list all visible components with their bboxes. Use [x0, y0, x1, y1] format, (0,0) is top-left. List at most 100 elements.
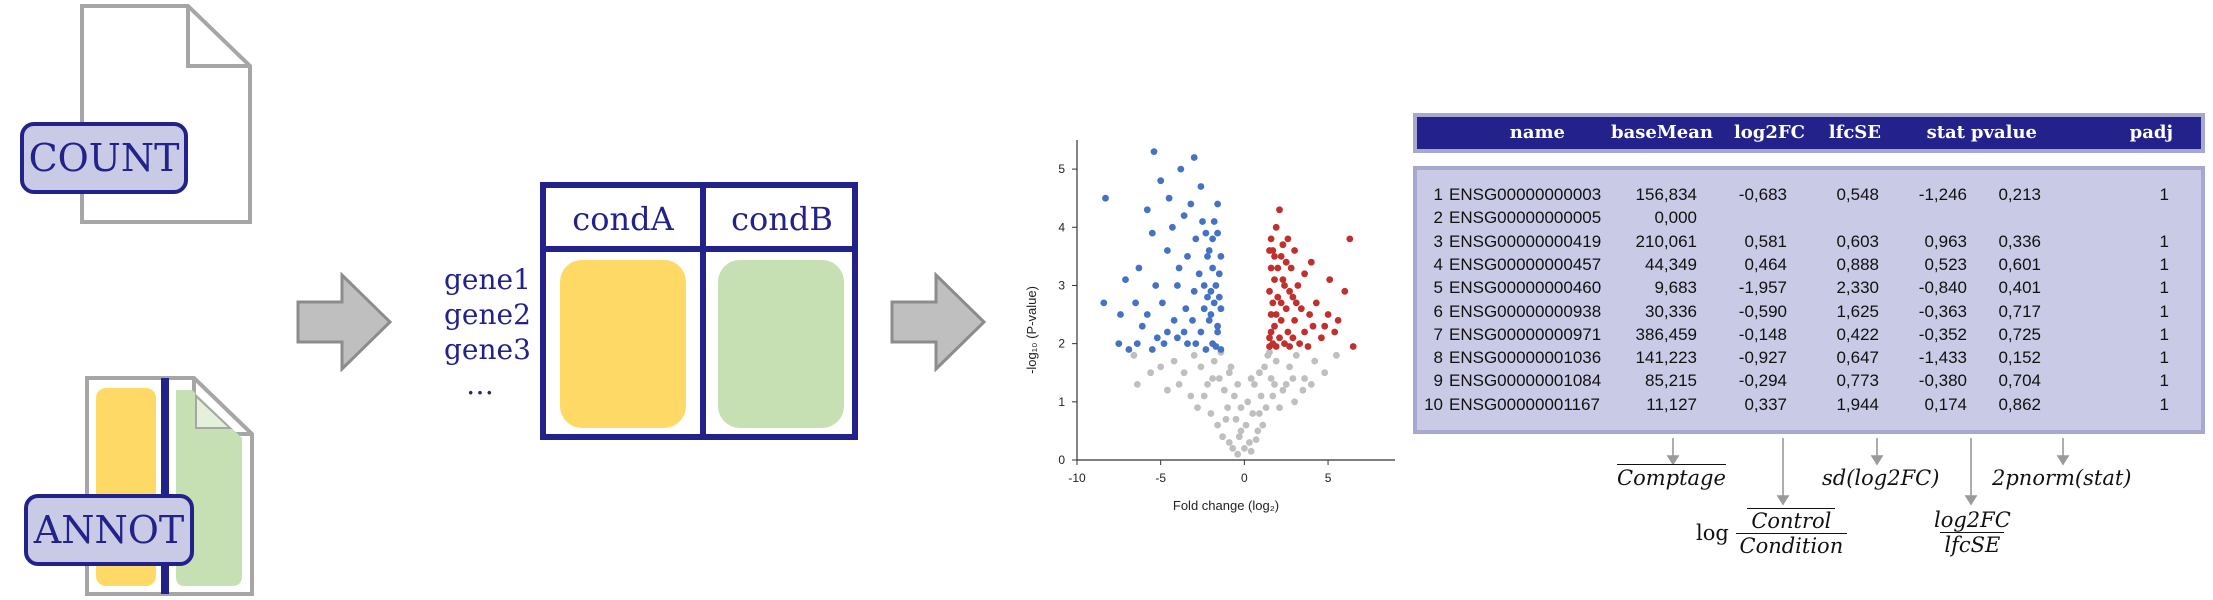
- gene-id-cell: ENSG00000001084: [1449, 371, 1602, 391]
- row-index: 5: [1433, 278, 1443, 298]
- data-point: [1289, 375, 1297, 382]
- data-point: [1229, 445, 1237, 452]
- condition-b-header: condB: [731, 200, 833, 238]
- pvalue-cell: 0,213: [1998, 185, 2041, 204]
- gene-id-cell: ENSG00000000419: [1449, 231, 1602, 251]
- data-point: [1117, 311, 1124, 318]
- gene-list: gene1 gene2 gene3 …: [444, 262, 531, 402]
- data-point: [1133, 381, 1141, 388]
- data-point: [1209, 235, 1216, 243]
- table-row: 3 ENSG00000000419 210,061 0,581 0,603 0,963 0,…: [1417, 230, 2201, 253]
- annot-label: ANNOT: [24, 494, 194, 566]
- log2fc-denominator-text: Condition: [1739, 534, 1844, 558]
- data-point: [1297, 305, 1305, 313]
- data-point: [1266, 349, 1273, 356]
- column-header-basemean: baseMean: [1611, 122, 1713, 143]
- table-row: 1 ENSG00000000003 156,834 -0,683 0,548 -1,246…: [1417, 183, 2201, 206]
- data-point: [1207, 287, 1215, 295]
- data-point: [1301, 270, 1308, 278]
- data-point: [1100, 299, 1108, 307]
- data-point: [1170, 357, 1178, 365]
- data-point: [1254, 427, 1262, 435]
- data-point: [1160, 340, 1168, 347]
- data-point: [1266, 247, 1273, 254]
- data-point: [1277, 253, 1285, 260]
- table-row: 7 ENSG00000000971 386,459 -0,148 0,422 -0,352…: [1417, 323, 2201, 346]
- row-index: 8: [1433, 348, 1443, 368]
- data-point: [1152, 282, 1160, 289]
- data-point: [1102, 194, 1109, 202]
- data-point: [1262, 404, 1270, 411]
- data-point: [1187, 200, 1195, 208]
- data-point: [1282, 305, 1290, 313]
- padj-cell: 1: [2159, 371, 2169, 391]
- gene-id-cell: ENSG00000000460: [1449, 278, 1602, 298]
- data-point: [1232, 415, 1240, 423]
- data-point: [1169, 223, 1176, 231]
- data-point: [1286, 363, 1293, 371]
- y-tick-label: 0: [1058, 453, 1065, 467]
- log2fc-cell: -0,294: [1738, 371, 1787, 391]
- arrow-right-icon: [296, 272, 393, 372]
- data-point: [1281, 340, 1288, 347]
- column-header-pvalue: pvalue: [1970, 122, 2037, 143]
- count-matrix: condA condB: [540, 182, 858, 440]
- lfcse-cell: 0,422: [1836, 324, 1879, 344]
- data-point: [1282, 381, 1290, 388]
- data-point: [1202, 346, 1210, 353]
- gene-id-cell: ENSG00000001167: [1449, 394, 1600, 414]
- data-point: [1272, 311, 1280, 318]
- data-point: [1324, 311, 1332, 318]
- data-point: [1291, 247, 1298, 254]
- stat-fraction: log2FC lfcSE: [1930, 508, 2015, 557]
- data-point: [1204, 293, 1211, 301]
- data-point: [1289, 334, 1297, 342]
- basemean-formula-text: Comptage: [1617, 464, 1726, 490]
- data-point: [1284, 328, 1292, 336]
- log2fc-cell: [1707, 206, 1787, 229]
- data-point: [1180, 328, 1188, 336]
- column-header-lfcse: lfcSE: [1828, 122, 1881, 143]
- stat-cell: 0,174: [1924, 394, 1967, 414]
- data-point: [1207, 311, 1215, 318]
- data-point: [1234, 450, 1242, 458]
- data-point: [1304, 343, 1312, 350]
- data-point: [1214, 322, 1221, 330]
- lfcse-cell: 2,330: [1836, 278, 1879, 298]
- gene-label: gene1: [444, 263, 531, 296]
- gene-id-cell: ENSG00000000938: [1449, 301, 1602, 321]
- data-point: [1214, 229, 1221, 237]
- gene-ellipsis: …: [466, 368, 494, 401]
- data-point: [1205, 317, 1213, 324]
- results-table-body: 1 ENSG00000000003 156,834 -0,683 0,548 -1,246…: [1413, 166, 2205, 434]
- table-row: 5 ENSG00000000460 9,683 -1,957 2,330 -0,840 0,…: [1417, 276, 2201, 299]
- data-point: [1242, 421, 1250, 429]
- data-point: [1311, 357, 1319, 365]
- data-point: [1205, 247, 1213, 254]
- data-point: [1133, 340, 1141, 347]
- lfcse-cell: 0,773: [1836, 371, 1879, 391]
- data-point: [1266, 287, 1273, 295]
- data-point: [1138, 322, 1146, 330]
- stat-cell: -1,433: [1918, 348, 1967, 368]
- data-point: [1256, 369, 1263, 377]
- data-point: [1130, 351, 1138, 359]
- padj-cell: [2129, 206, 2169, 229]
- data-point: [1267, 311, 1275, 318]
- arrow-right-icon: [890, 272, 987, 372]
- data-point: [1267, 328, 1275, 336]
- padj-cell: 1: [2159, 278, 2169, 298]
- log2fc-formula-prefix: log: [1696, 521, 1729, 545]
- data-point: [1225, 369, 1233, 377]
- basemean-cell: 85,215: [1645, 371, 1697, 391]
- data-point: [1291, 398, 1298, 406]
- table-row: 8 ENSG00000001036 141,223 -0,927 0,647 -1,433…: [1417, 346, 2201, 369]
- data-point: [1199, 218, 1206, 225]
- data-point: [1180, 369, 1188, 377]
- basemean-cell: 44,349: [1645, 254, 1697, 274]
- log2fc-formula: log Control Condition: [1696, 508, 1848, 558]
- stat-numerator: log2FC: [1934, 508, 2011, 532]
- data-point: [1276, 334, 1283, 342]
- data-point: [1346, 235, 1354, 243]
- data-point: [1259, 421, 1267, 429]
